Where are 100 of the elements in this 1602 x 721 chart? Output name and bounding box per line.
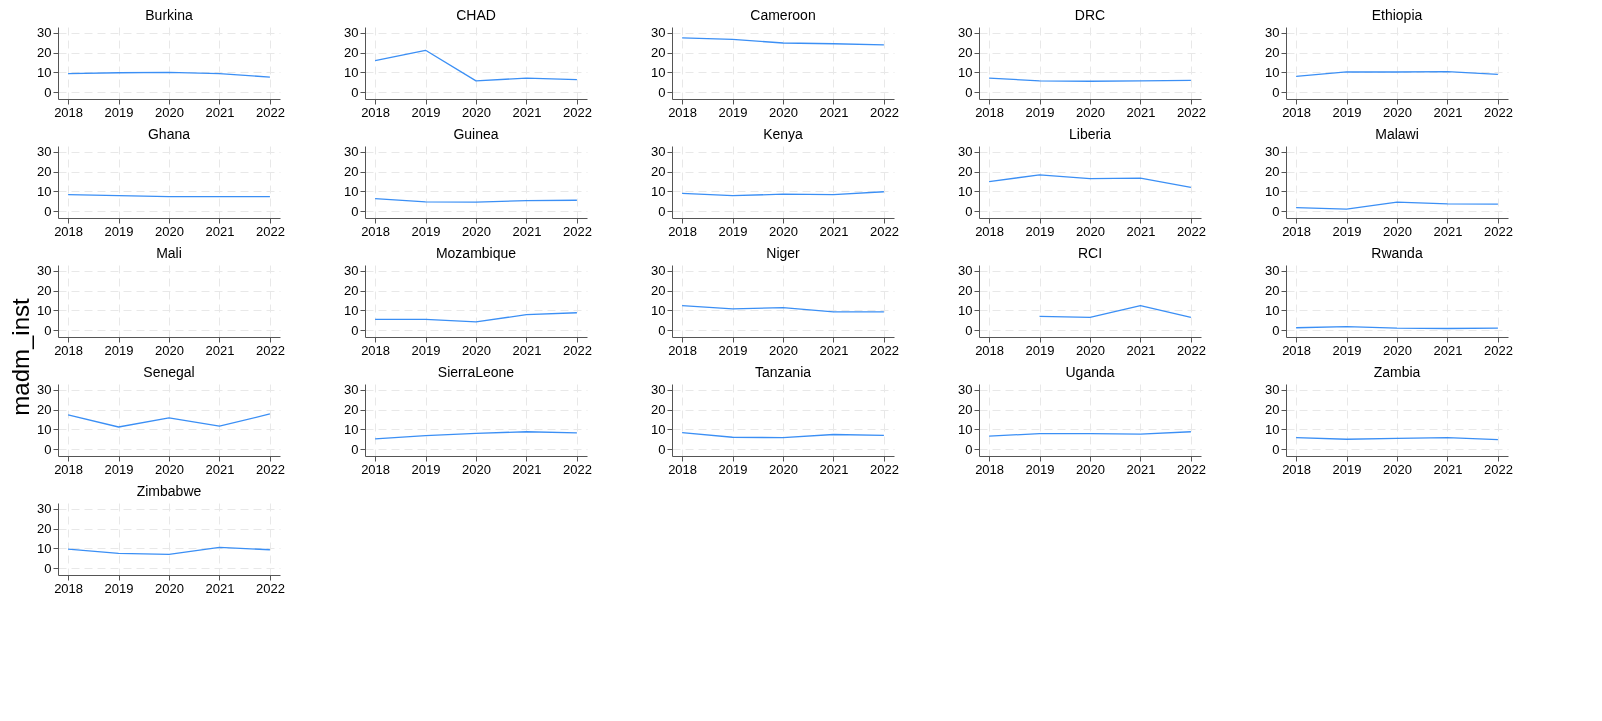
y-tick-label: 10 — [958, 421, 973, 437]
y-tick-label: 30 — [344, 25, 359, 41]
y-tick-label: 10 — [958, 64, 973, 80]
x-tick-label: 2018 — [975, 342, 1005, 358]
x-tick-label: 2018 — [361, 461, 391, 477]
x-tick-label: 2020 — [155, 461, 184, 477]
x-tick-label: 2021 — [512, 342, 542, 358]
x-tick-label: 2021 — [1126, 104, 1156, 120]
chart-title: Ethiopia — [1371, 6, 1423, 23]
y-tick-label: 10 — [1265, 421, 1280, 437]
y-axis-title: madm_inst — [7, 297, 34, 416]
x-tick-label: 2018 — [668, 342, 698, 358]
chart-title: Mali — [156, 244, 182, 261]
x-tick-label: 2022 — [869, 223, 899, 239]
y-tick-label: 10 — [37, 302, 52, 318]
y-tick-label: 10 — [651, 183, 666, 199]
chart-title: Liberia — [1068, 125, 1112, 142]
y-tick-label: 20 — [1265, 164, 1280, 180]
x-tick-label: 2022 — [562, 223, 592, 239]
chart-title: Zambia — [1373, 363, 1421, 380]
y-tick-label: 30 — [37, 263, 52, 279]
x-tick-label: 2022 — [1176, 461, 1206, 477]
y-tick-label: 20 — [958, 45, 973, 61]
y-tick-label: 30 — [958, 25, 973, 41]
x-tick-label: 2019 — [1332, 104, 1362, 120]
x-tick-label: 2021 — [205, 342, 235, 358]
x-tick-label: 2018 — [1282, 461, 1312, 477]
y-tick-label: 10 — [37, 540, 52, 556]
y-tick-label: 0 — [658, 441, 666, 457]
x-tick-label: 2020 — [1383, 342, 1412, 358]
y-tick-label: 30 — [37, 501, 52, 517]
x-tick-label: 2019 — [411, 104, 441, 120]
x-tick-label: 2018 — [668, 223, 698, 239]
y-tick-label: 10 — [651, 302, 666, 318]
y-tick-label: 0 — [351, 441, 359, 457]
y-tick-label: 10 — [344, 64, 359, 80]
x-tick-label: 2022 — [1176, 104, 1206, 120]
x-tick-label: 2022 — [255, 342, 285, 358]
y-tick-label: 30 — [344, 263, 359, 279]
y-tick-label: 0 — [44, 322, 52, 338]
x-tick-label: 2020 — [1076, 461, 1105, 477]
x-tick-label: 2022 — [255, 104, 285, 120]
y-tick-label: 0 — [44, 84, 52, 100]
x-tick-label: 2019 — [1025, 104, 1055, 120]
x-tick-label: 2022 — [1483, 104, 1513, 120]
x-tick-label: 2019 — [718, 223, 748, 239]
y-tick-label: 20 — [1265, 402, 1280, 418]
x-tick-label: 2021 — [512, 223, 542, 239]
y-tick-label: 0 — [44, 560, 52, 576]
y-tick-label: 30 — [1265, 25, 1280, 41]
y-tick-label: 10 — [1265, 64, 1280, 80]
x-tick-label: 2021 — [819, 461, 849, 477]
x-tick-label: 2021 — [819, 104, 849, 120]
y-tick-label: 20 — [958, 164, 973, 180]
y-tick-label: 20 — [344, 402, 359, 418]
x-tick-label: 2021 — [205, 461, 235, 477]
chart-title: CHAD — [456, 6, 496, 23]
chart-title: Niger — [766, 244, 801, 261]
y-tick-label: 20 — [37, 45, 52, 61]
y-tick-label: 0 — [351, 203, 359, 219]
line-series — [374, 431, 578, 440]
line-series — [374, 49, 578, 82]
x-tick-label: 2021 — [512, 104, 542, 120]
y-tick-label: 0 — [965, 203, 973, 219]
x-tick-label: 2021 — [1126, 223, 1156, 239]
x-tick-label: 2018 — [54, 580, 84, 596]
x-tick-label: 2021 — [205, 104, 235, 120]
x-tick-label: 2022 — [1176, 223, 1206, 239]
x-tick-label: 2022 — [869, 461, 899, 477]
chart-title: Malawi — [1375, 125, 1419, 142]
y-tick-label: 30 — [1265, 382, 1280, 398]
x-tick-label: 2021 — [819, 342, 849, 358]
x-tick-label: 2022 — [255, 461, 285, 477]
x-tick-label: 2021 — [1126, 342, 1156, 358]
y-tick-label: 20 — [651, 45, 666, 61]
x-tick-label: 2019 — [718, 104, 748, 120]
y-tick-label: 0 — [965, 441, 973, 457]
y-tick-label: 30 — [651, 263, 666, 279]
y-tick-label: 20 — [37, 164, 52, 180]
x-tick-label: 2020 — [1383, 461, 1412, 477]
chart-title: RCI — [1077, 244, 1103, 261]
x-tick-label: 2020 — [1383, 223, 1412, 239]
y-tick-label: 30 — [37, 144, 52, 160]
chart-title: Burkina — [145, 6, 193, 23]
x-tick-label: 2021 — [1433, 461, 1463, 477]
y-tick-label: 0 — [965, 322, 973, 338]
x-tick-label: 2022 — [562, 104, 592, 120]
x-tick-label: 2020 — [155, 104, 184, 120]
y-tick-label: 30 — [1265, 144, 1280, 160]
y-tick-label: 20 — [37, 521, 52, 537]
y-tick-label: 10 — [344, 421, 359, 437]
line-series — [67, 546, 271, 555]
x-tick-label: 2018 — [975, 104, 1005, 120]
y-tick-label: 30 — [958, 382, 973, 398]
x-tick-label: 2019 — [104, 104, 134, 120]
y-tick-label: 0 — [1272, 203, 1280, 219]
x-tick-label: 2022 — [1483, 223, 1513, 239]
y-tick-label: 0 — [658, 84, 666, 100]
y-tick-label: 30 — [651, 25, 666, 41]
y-tick-label: 30 — [1265, 263, 1280, 279]
